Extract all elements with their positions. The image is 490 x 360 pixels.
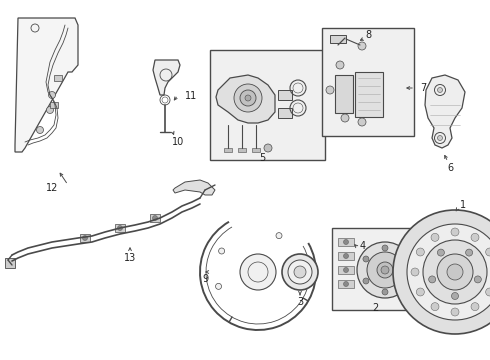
Circle shape — [451, 292, 459, 300]
Polygon shape — [216, 75, 275, 123]
Bar — [54, 75, 62, 81]
Text: 9: 9 — [202, 274, 208, 284]
Circle shape — [401, 256, 407, 262]
Text: 6: 6 — [447, 163, 453, 173]
Text: 3: 3 — [297, 297, 303, 307]
Circle shape — [451, 228, 459, 236]
Bar — [80, 234, 90, 242]
Bar — [322, 28, 414, 136]
Polygon shape — [173, 180, 215, 195]
Circle shape — [358, 42, 366, 50]
Circle shape — [264, 144, 272, 152]
Bar — [338, 238, 354, 246]
Circle shape — [377, 262, 393, 278]
Circle shape — [276, 233, 282, 239]
Circle shape — [438, 87, 442, 93]
Circle shape — [416, 288, 424, 296]
Circle shape — [341, 114, 349, 122]
Text: 7: 7 — [420, 83, 426, 93]
Circle shape — [82, 235, 88, 240]
Circle shape — [474, 276, 481, 283]
Text: 2: 2 — [372, 303, 378, 313]
Circle shape — [36, 126, 44, 134]
Bar — [278, 90, 292, 100]
Circle shape — [367, 252, 403, 288]
Bar — [335, 75, 353, 113]
Text: 13: 13 — [124, 253, 136, 263]
Bar — [338, 280, 354, 288]
Circle shape — [466, 249, 473, 256]
Bar — [210, 50, 325, 160]
Bar — [115, 224, 125, 232]
Bar — [50, 102, 58, 108]
Circle shape — [486, 248, 490, 256]
Circle shape — [438, 135, 442, 140]
Polygon shape — [153, 60, 180, 95]
Bar — [338, 252, 354, 260]
Circle shape — [118, 225, 122, 230]
Polygon shape — [15, 18, 78, 152]
Circle shape — [240, 254, 276, 290]
Circle shape — [431, 233, 439, 241]
Circle shape — [219, 248, 224, 254]
Text: 1: 1 — [460, 200, 466, 210]
Bar — [150, 214, 160, 222]
Circle shape — [382, 245, 388, 251]
Circle shape — [234, 84, 262, 112]
Circle shape — [357, 242, 413, 298]
Circle shape — [326, 86, 334, 94]
Circle shape — [451, 308, 459, 316]
Circle shape — [429, 276, 436, 283]
Circle shape — [152, 216, 157, 220]
Bar — [355, 72, 383, 117]
Text: 8: 8 — [365, 30, 371, 40]
Circle shape — [438, 249, 444, 256]
Circle shape — [447, 264, 463, 280]
Circle shape — [382, 289, 388, 295]
Text: 12: 12 — [46, 183, 58, 193]
Text: 5: 5 — [259, 153, 265, 163]
Circle shape — [343, 239, 348, 244]
Bar — [332, 228, 420, 310]
Circle shape — [437, 254, 473, 290]
Circle shape — [216, 283, 221, 289]
Text: 10: 10 — [172, 137, 184, 147]
Circle shape — [431, 303, 439, 311]
Bar — [278, 108, 292, 118]
Circle shape — [282, 254, 318, 290]
Circle shape — [245, 95, 251, 101]
Circle shape — [240, 90, 256, 106]
Bar — [238, 148, 246, 152]
Text: 11: 11 — [185, 91, 197, 101]
Circle shape — [288, 260, 312, 284]
Circle shape — [343, 253, 348, 258]
Circle shape — [401, 278, 407, 284]
Polygon shape — [425, 75, 465, 148]
Bar — [330, 35, 346, 43]
Circle shape — [294, 266, 306, 278]
Circle shape — [49, 91, 55, 99]
Bar — [338, 266, 354, 274]
Circle shape — [363, 256, 369, 262]
Circle shape — [471, 233, 479, 241]
Circle shape — [336, 61, 344, 69]
Circle shape — [381, 266, 389, 274]
Circle shape — [343, 267, 348, 273]
Bar — [5, 258, 15, 268]
Bar — [224, 148, 232, 152]
Circle shape — [486, 288, 490, 296]
Circle shape — [358, 118, 366, 126]
Circle shape — [343, 282, 348, 287]
Circle shape — [416, 248, 424, 256]
Circle shape — [471, 303, 479, 311]
Text: 4: 4 — [360, 241, 366, 251]
Circle shape — [47, 107, 53, 113]
Circle shape — [363, 278, 369, 284]
Circle shape — [407, 224, 490, 320]
Circle shape — [393, 210, 490, 334]
Circle shape — [411, 268, 419, 276]
Circle shape — [423, 240, 487, 304]
Bar — [252, 148, 260, 152]
